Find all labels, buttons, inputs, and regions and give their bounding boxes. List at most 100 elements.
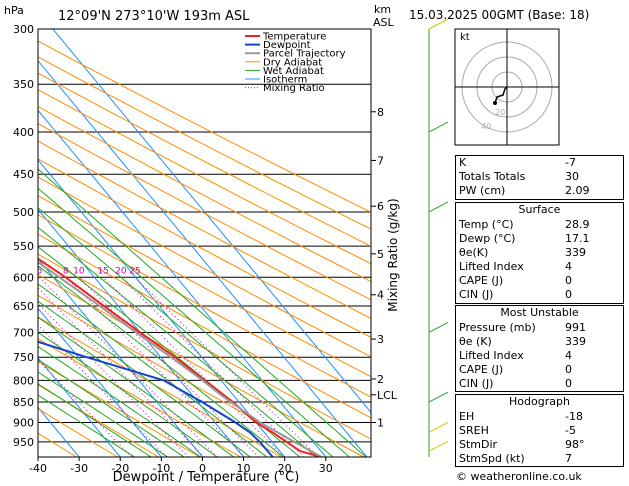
pressure-tick-label: 800 xyxy=(13,374,34,387)
wet-adiabat-line xyxy=(38,226,318,457)
km-tick-label: 7 xyxy=(377,154,384,167)
row-label: Pressure (mb) xyxy=(459,320,536,334)
x-tick-label: 0 xyxy=(199,462,206,475)
wet-adiabat-line xyxy=(38,316,235,457)
dry-adiabat-line xyxy=(38,72,371,247)
row-value: 28.9 xyxy=(565,217,590,231)
row-label: StmDir xyxy=(459,437,498,451)
table-row: StmDir 98° xyxy=(456,438,623,452)
dry-adiabat-line xyxy=(38,195,371,378)
row-value: 17.1 xyxy=(565,231,590,245)
pressure-tick-label: 700 xyxy=(13,326,34,339)
row-label: Totals Totals xyxy=(459,170,526,184)
dry-adiabat-line xyxy=(38,176,371,358)
x-tick-label: -30 xyxy=(70,462,88,475)
table-row: Pressure (mb) 991 xyxy=(456,321,623,335)
row-value: 4 xyxy=(565,260,572,274)
footer-credit: © weatheronline.co.uk xyxy=(456,470,582,483)
table-row: PW (cm) 2.09 xyxy=(456,184,623,198)
hodograph-unit-label: kt xyxy=(460,32,470,43)
row-label: StmSpd (kt) xyxy=(459,452,525,466)
row-value: 339 xyxy=(565,245,586,259)
x-tick-label: 10 xyxy=(237,462,251,475)
row-value: 339 xyxy=(565,334,586,348)
pressure-tick-label: 300 xyxy=(13,23,34,36)
profiles xyxy=(38,257,322,457)
dry-adiabat-line xyxy=(38,140,371,319)
dry-adiabat-line xyxy=(38,56,371,230)
wind-profile xyxy=(428,18,449,457)
km-tick-label: 4 xyxy=(377,289,384,302)
legend-entry: Mixing Ratio xyxy=(263,83,325,94)
asl-label: ASL xyxy=(373,16,395,29)
km-label: km xyxy=(374,3,391,16)
wet-adiabat-line xyxy=(38,300,252,457)
row-label: θe(K) xyxy=(459,245,489,259)
hodograph-trace xyxy=(494,86,508,104)
row-value: -7 xyxy=(565,156,576,169)
table-row: CIN (J) 0 xyxy=(456,377,623,391)
legend-entry: Isotherm xyxy=(263,75,307,86)
wet-adiabat-line xyxy=(38,265,285,457)
indices-table: K -7 Totals Totals 30 PW (cm) 2.09 xyxy=(455,155,624,200)
row-label: K xyxy=(459,156,467,169)
hodograph: kt 20 40 xyxy=(454,28,560,146)
background-lines: 12345810152025 xyxy=(37,29,371,457)
isotherm-line xyxy=(38,258,203,457)
isotherm-line xyxy=(38,59,368,457)
x-axis-label: Dewpoint / Temperature (°C) xyxy=(113,470,300,485)
dry-adiabat-line xyxy=(38,384,159,457)
row-value: 4 xyxy=(565,348,572,362)
table-row: EH -18 xyxy=(456,410,623,424)
hodograph-ring-label: 40 xyxy=(481,122,491,131)
legend-entry: Dewpoint xyxy=(263,40,311,51)
mixing-ratio-line xyxy=(121,277,304,457)
row-label: θe (K) xyxy=(459,334,492,348)
dry-adiabat-line xyxy=(38,294,323,457)
mixing-ratio-tick-label: 25 xyxy=(129,266,140,276)
mixing-ratio-tick-label: 5 xyxy=(37,266,43,276)
wind-barb xyxy=(428,421,449,433)
wet-adiabat-line xyxy=(38,207,334,457)
dry-adiabat-line xyxy=(38,338,241,457)
row-value: 98° xyxy=(565,437,585,451)
legend-entry: Wet Adiabat xyxy=(263,66,324,77)
row-label: CAPE (J) xyxy=(459,363,504,377)
row-label: Dewp (°C) xyxy=(459,231,516,245)
wet-adiabat-line xyxy=(38,345,202,457)
parcel-trajectory-line xyxy=(38,261,322,457)
x-tick-label: -20 xyxy=(111,462,129,475)
legend-entry: Parcel Trajectory xyxy=(263,49,346,60)
most-unstable-table: Most Unstable Pressure (mb) 991 θe (K) 339 Li… xyxy=(455,305,624,393)
wet-adiabat-line xyxy=(38,187,351,457)
table-row: θe (K) 339 xyxy=(456,335,623,349)
wet-adiabat-line xyxy=(38,331,219,457)
wind-barb xyxy=(428,322,449,333)
table-row: StmSpd (kt) 7 xyxy=(456,452,623,466)
mixing-ratio-tick-label: 20 xyxy=(115,266,127,276)
hpa-label: hPa xyxy=(4,4,24,17)
pressure-tick-label: 400 xyxy=(13,126,34,139)
dry-adiabat-line xyxy=(38,89,371,265)
row-value: 7 xyxy=(565,452,572,466)
row-label: CAPE (J) xyxy=(459,274,504,288)
pressure-tick-label: 450 xyxy=(13,168,34,181)
temperature-line xyxy=(38,257,322,457)
hodograph-table: Hodograph EH -18 SREH -5 StmDir 98° StmSpd (kt)… xyxy=(455,394,624,468)
pressure-tick-label: 350 xyxy=(13,78,34,91)
wind-barb xyxy=(428,201,449,213)
wind-barb xyxy=(428,121,449,133)
row-label: Temp (°C) xyxy=(459,217,514,231)
km-tick-label: 3 xyxy=(377,333,384,346)
plot-frame xyxy=(37,28,372,458)
table-row: Temp (°C) 28.9 xyxy=(456,218,623,232)
row-label: CIN (J) xyxy=(459,288,494,302)
x-tick-label: -10 xyxy=(152,462,170,475)
table-row: SREH -5 xyxy=(456,424,623,438)
wet-adiabat-line xyxy=(38,371,169,457)
row-label: Lifted Index xyxy=(459,348,524,362)
isotherm-line xyxy=(38,159,286,457)
row-value: 2.09 xyxy=(565,184,590,198)
dewpoint-line xyxy=(38,340,274,457)
row-label: EH xyxy=(459,409,475,423)
